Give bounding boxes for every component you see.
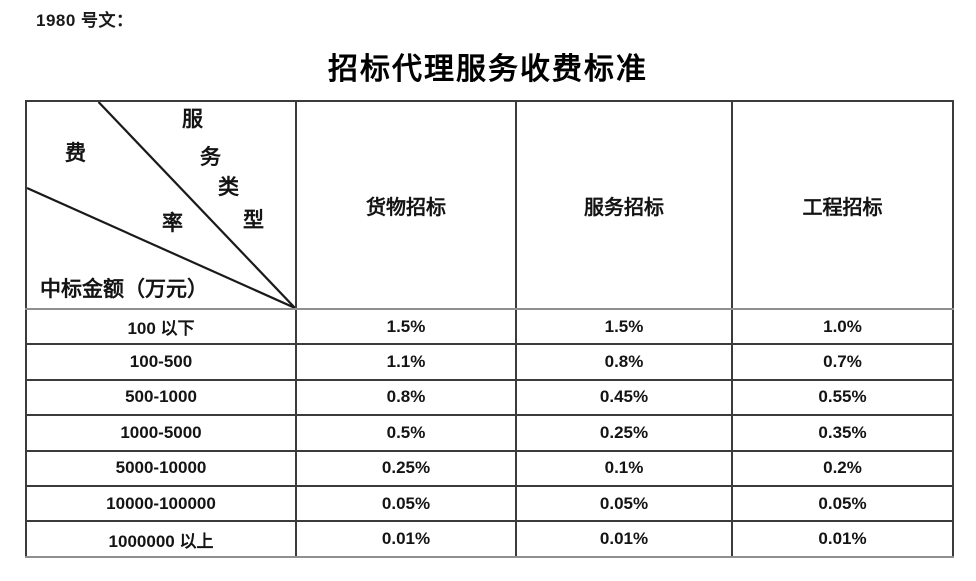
table-row: 1000000 以上 0.01% 0.01% 0.01% (25, 520, 954, 558)
corner-label-amount: 中标金额（万元） (40, 277, 208, 301)
amount-range-cell: 100-500 (25, 343, 297, 381)
table-row: 100 以下 1.5% 1.5% 1.0% (25, 307, 954, 346)
rate-cell: 0.05% (295, 484, 517, 523)
rate-cell: 0.01% (515, 520, 733, 558)
corner-label-rate-char: 费 (65, 141, 86, 165)
corner-header-cell: 服 务 类 型 费 率 中标金额（万元） (25, 100, 297, 310)
rate-cell: 0.05% (515, 484, 733, 523)
rate-cell: 0.25% (515, 414, 733, 452)
rate-cell: 0.45% (515, 378, 733, 417)
fee-table-body: 100 以下 1.5% 1.5% 1.0% 100-500 1.1% 0.8% 0.7% 500… (25, 307, 954, 558)
amount-range-cell: 10000-100000 (25, 484, 297, 523)
table-row: 1000-5000 0.5% 0.25% 0.35% (25, 414, 954, 452)
table-row: 100-500 1.1% 0.8% 0.7% (25, 343, 954, 381)
rate-cell: 0.01% (731, 520, 954, 558)
doc-number-label: 1980 号文： (36, 11, 134, 30)
rate-cell: 0.55% (731, 378, 954, 417)
amount-range-cell: 1000000 以上 (25, 520, 297, 558)
rate-cell: 1.1% (295, 343, 517, 381)
corner-label-service-type-char: 类 (218, 175, 239, 199)
rate-cell: 0.7% (731, 343, 954, 381)
column-header-service: 服务招标 (515, 100, 733, 310)
rate-cell: 0.01% (295, 520, 517, 558)
rate-cell: 0.2% (731, 449, 954, 487)
corner-label-service-type-char: 型 (243, 208, 264, 232)
column-header-engineering: 工程招标 (731, 100, 954, 310)
rate-cell: 0.5% (295, 414, 517, 452)
header-row: 服 务 类 型 费 率 中标金额（万元） 货物招标 服务招标 工程招标 (25, 100, 954, 310)
page-title: 招标代理服务收费标准 (328, 53, 648, 86)
amount-range-cell: 5000-10000 (25, 449, 297, 487)
rate-cell: 0.8% (295, 378, 517, 417)
fee-standard-table: 服 务 类 型 费 率 中标金额（万元） 货物招标 服务招标 工程招标 100 … (25, 100, 954, 558)
rate-cell: 0.35% (731, 414, 954, 452)
corner-label-service-type-char: 务 (200, 145, 221, 169)
table-row: 10000-100000 0.05% 0.05% 0.05% (25, 484, 954, 523)
rate-cell: 0.8% (515, 343, 733, 381)
rate-cell: 0.05% (731, 484, 954, 523)
corner-label-service-type-char: 服 (182, 107, 203, 131)
amount-range-cell: 500-1000 (25, 378, 297, 417)
corner-label-rate-char: 率 (162, 211, 183, 235)
amount-range-cell: 1000-5000 (25, 414, 297, 452)
amount-range-cell: 100 以下 (25, 307, 297, 346)
diagonal-divider-lines (27, 102, 295, 308)
rate-cell: 0.1% (515, 449, 733, 487)
table-row: 5000-10000 0.25% 0.1% 0.2% (25, 449, 954, 487)
rate-cell: 1.5% (295, 307, 517, 346)
rate-cell: 0.25% (295, 449, 517, 487)
rate-cell: 1.0% (731, 307, 954, 346)
rate-cell: 1.5% (515, 307, 733, 346)
column-header-goods: 货物招标 (295, 100, 517, 310)
table-row: 500-1000 0.8% 0.45% 0.55% (25, 378, 954, 417)
